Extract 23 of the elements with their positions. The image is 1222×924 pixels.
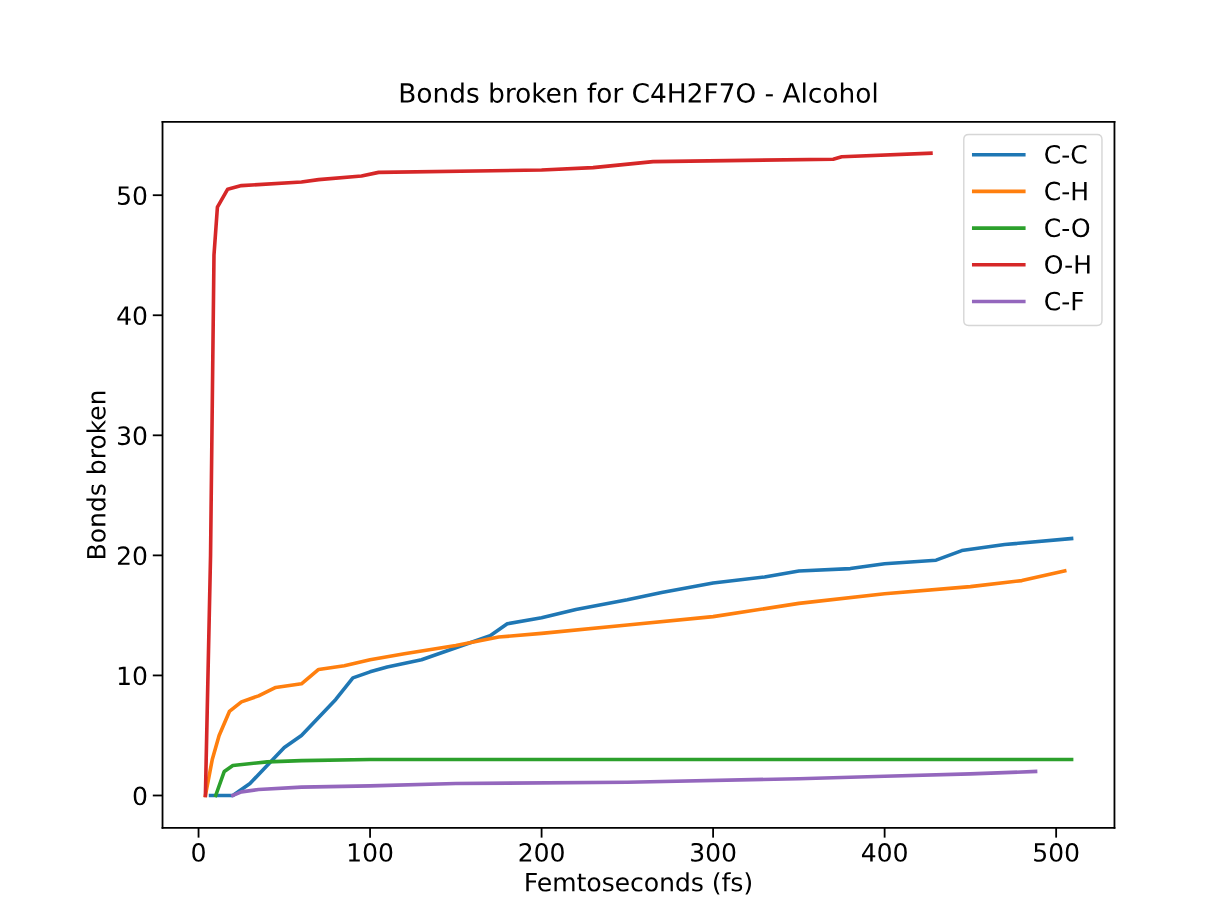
line-series (213, 757, 1074, 798)
x-tick-label: 300 (691, 842, 736, 862)
x-tick-label: 400 (861, 842, 907, 862)
y-tick-label: 30 (118, 426, 147, 446)
x-axis-title: Femtoseconds (fs) (526, 872, 751, 895)
y-tick-label: 50 (118, 186, 147, 206)
y-tick-label: 20 (117, 546, 147, 566)
x-tick-label: 500 (1034, 842, 1079, 862)
legend-label: C-F (1045, 291, 1084, 311)
x-tick-label: 100 (348, 842, 393, 862)
y-axis-title: Bonds broken (86, 391, 106, 558)
x-tick-label: 200 (519, 842, 564, 862)
y-tick-label: 10 (118, 666, 147, 686)
y-tick-label: 40 (117, 306, 147, 326)
x-tick-label: 0 (192, 842, 205, 862)
line-series (203, 151, 933, 798)
chart-title: Bonds broken for C4H2F7O - Alcohol (400, 82, 877, 103)
legend-label: O-H (1045, 255, 1090, 274)
line-series (231, 769, 1038, 798)
y-tick-label: 0 (133, 786, 147, 806)
legend-label: C-H (1045, 181, 1087, 201)
legend-label: C-C (1045, 144, 1087, 164)
legend-label: C-O (1045, 218, 1090, 238)
